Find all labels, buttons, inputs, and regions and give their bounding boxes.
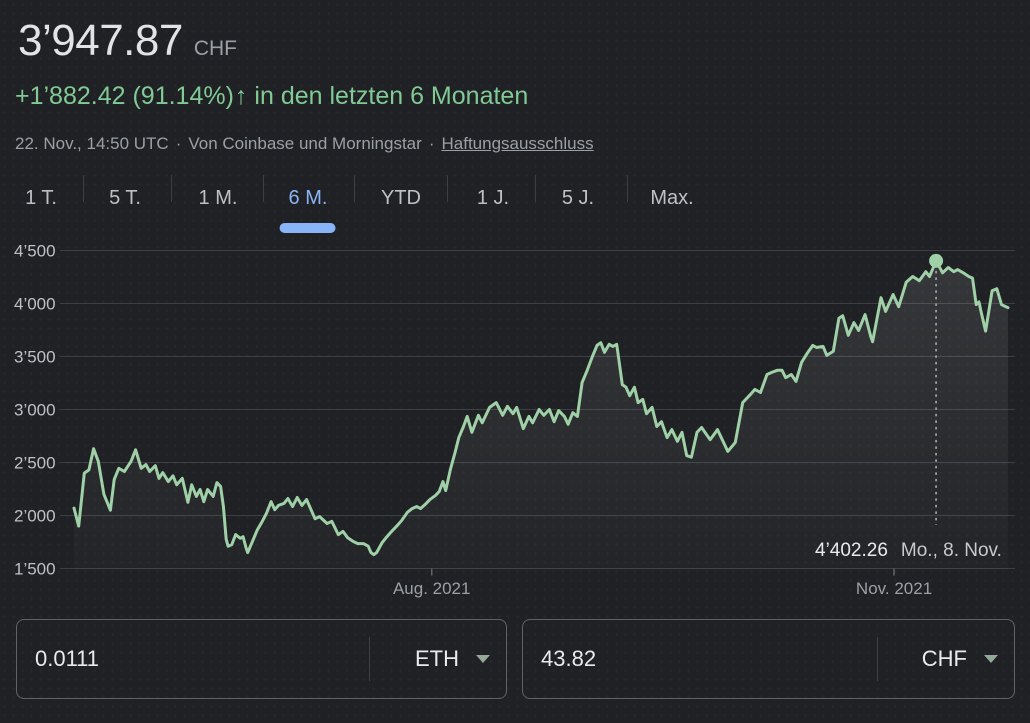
from-currency-label: ETH [415, 646, 459, 671]
price-change-period: in den letzten 6 Monaten [254, 82, 529, 110]
to-currency-select[interactable]: CHF [877, 637, 1014, 681]
selected-tab-indicator [280, 223, 336, 233]
tab-separator [83, 175, 84, 202]
from-amount-input[interactable] [17, 620, 369, 698]
quote-timestamp: 22. Nov., 14:50 UTC [15, 134, 169, 153]
tab-ytd[interactable]: YTD [381, 187, 421, 209]
to-amount-input[interactable] [523, 620, 877, 698]
chevron-down-icon [476, 655, 490, 663]
meta-separator-dot: · [428, 134, 435, 153]
price-currency: CHF [193, 37, 237, 60]
tab-max[interactable]: Max. [650, 187, 694, 209]
tab-separator [535, 175, 536, 202]
price-change-value: +1’882.42 (91.14%) [15, 82, 234, 110]
peak-annotation: 4’402.26 Mo., 8. Nov. [815, 540, 1002, 562]
tab-1m[interactable]: 1 M. [198, 187, 238, 209]
converter-from-box: ETH [16, 619, 507, 699]
tab-5d[interactable]: 5 T. [109, 187, 141, 209]
chevron-down-icon [984, 655, 998, 663]
quote-meta-row: 22. Nov., 14:50 UTC · Von Coinbase und M… [15, 134, 594, 154]
tab-6m[interactable]: 6 M. [279, 185, 338, 233]
price-change-row: +1’882.42 (91.14%) ↑ in den letzten 6 Mo… [15, 82, 528, 111]
disclaimer-link[interactable]: Haftungsausschluss [441, 134, 594, 153]
tab-1y[interactable]: 1 J. [476, 187, 510, 209]
tab-separator [171, 175, 172, 202]
meta-separator-dot: · [175, 134, 182, 153]
tab-5y[interactable]: 5 J. [561, 187, 595, 209]
from-currency-select[interactable]: ETH [369, 637, 506, 681]
tab-separator [263, 175, 264, 202]
to-currency-label: CHF [921, 646, 967, 671]
converter-to-box: CHF [522, 619, 1015, 699]
tab-separator [627, 175, 628, 202]
data-source: Von Coinbase und Morningstar [188, 134, 422, 153]
tab-separator [447, 175, 448, 202]
current-price: 3’947.87 [18, 16, 183, 65]
price-header: 3’947.87 CHF [18, 16, 237, 66]
tab-separator [354, 175, 355, 202]
time-range-tabs: 1 T. 5 T. 1 M. 6 M. YTD 1 J. 5 J. Max. [0, 172, 760, 238]
tab-1d[interactable]: 1 T. [25, 187, 57, 209]
peak-annotation-value: 4’402.26 [815, 540, 888, 561]
peak-annotation-date: Mo., 8. Nov. [900, 540, 1002, 561]
up-arrow-icon: ↑ [234, 82, 248, 110]
